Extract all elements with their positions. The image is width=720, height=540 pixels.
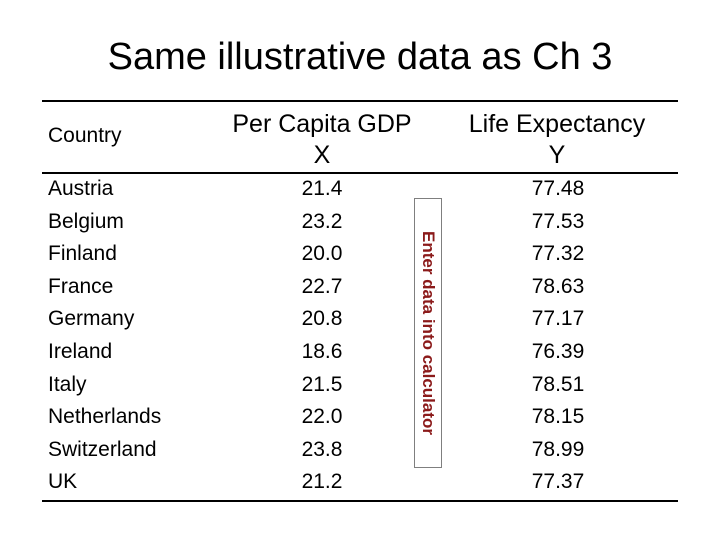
header-country: Country <box>48 124 122 147</box>
life-expectancy-cell: 78.99 <box>531 437 585 461</box>
country-cell: France <box>48 274 114 298</box>
table-header-rule <box>42 172 678 174</box>
life-expectancy-column: 77.48 77.53 77.32 78.63 77.17 76.39 78.5… <box>508 173 608 499</box>
gdp-cell: 18.6 <box>301 339 343 363</box>
life-expectancy-cell: 77.32 <box>531 242 585 266</box>
gdp-cell: 21.2 <box>301 470 343 494</box>
gdp-cell: 21.5 <box>301 372 343 396</box>
country-cell: Italy <box>48 372 87 396</box>
gdp-cell: 22.0 <box>301 405 343 429</box>
table-top-rule <box>42 100 678 102</box>
table-bottom-rule <box>42 500 678 502</box>
country-cell: Ireland <box>48 339 113 363</box>
country-column: Austria Belgium Finland France Germany I… <box>48 173 218 499</box>
country-cell: Netherlands <box>48 405 162 429</box>
gdp-cell: 22.7 <box>301 274 343 298</box>
gdp-column: 21.4 23.2 20.0 22.7 20.8 18.6 21.5 22.0 … <box>272 173 372 499</box>
life-expectancy-cell: 78.51 <box>531 372 585 396</box>
life-expectancy-cell: 78.63 <box>531 274 585 298</box>
header-life: Life Expectancy Y <box>447 109 667 171</box>
gdp-cell: 23.2 <box>301 209 343 233</box>
life-expectancy-cell: 77.17 <box>531 307 585 331</box>
country-cell: Belgium <box>48 209 124 233</box>
header-life-variable: Y <box>548 141 566 169</box>
country-cell: Finland <box>48 242 117 266</box>
calculator-note-box: Enter data into calculator <box>414 198 442 468</box>
life-expectancy-cell: 77.48 <box>531 177 585 200</box>
slide-title: Same illustrative data as Ch 3 <box>107 36 613 78</box>
life-expectancy-cell: 76.39 <box>531 339 585 363</box>
life-expectancy-cell: 77.37 <box>531 470 585 494</box>
life-expectancy-cell: 78.15 <box>531 405 585 429</box>
country-cell: UK <box>48 470 78 494</box>
country-cell: Austria <box>48 177 114 200</box>
gdp-cell: 20.8 <box>301 307 343 331</box>
gdp-cell: 23.8 <box>301 437 343 461</box>
gdp-cell: 21.4 <box>301 177 343 200</box>
header-gdp-label: Per Capita GDP <box>232 110 412 138</box>
country-cell: Germany <box>48 307 135 331</box>
life-expectancy-cell: 77.53 <box>531 209 585 233</box>
country-cell: Switzerland <box>48 437 157 461</box>
header-gdp: Per Capita GDP X <box>212 109 432 171</box>
header-life-label: Life Expectancy <box>468 110 646 138</box>
gdp-cell: 20.0 <box>301 242 343 266</box>
calculator-note-text: Enter data into calculator <box>419 230 438 436</box>
header-gdp-variable: X <box>313 141 331 169</box>
